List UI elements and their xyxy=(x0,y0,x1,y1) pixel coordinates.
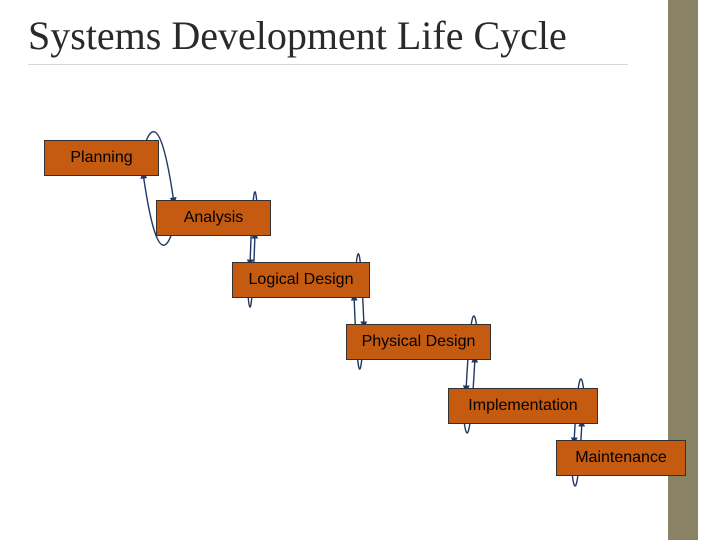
stage-logical-design: Logical Design xyxy=(232,262,370,298)
title-block: Systems Development Life Cycle xyxy=(28,14,588,65)
stage-implementation: Implementation xyxy=(448,388,598,424)
title-underline xyxy=(28,64,628,65)
stage-planning: Planning xyxy=(44,140,159,176)
stage-maintenance: Maintenance xyxy=(556,440,686,476)
stage-physical-design: Physical Design xyxy=(346,324,491,360)
page-title: Systems Development Life Cycle xyxy=(28,14,588,58)
stage-analysis: Analysis xyxy=(156,200,271,236)
